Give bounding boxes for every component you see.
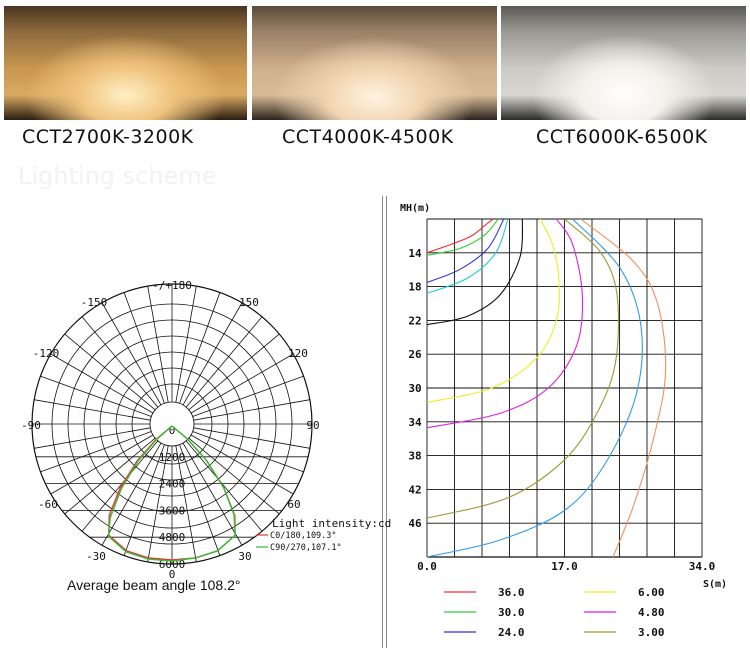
polar-spoke xyxy=(192,375,304,417)
isolux-y-tick: 22 xyxy=(408,314,421,327)
polar-radial-tick: 3600 xyxy=(159,504,186,517)
polar-spoke xyxy=(188,437,280,515)
polar-spoke xyxy=(101,302,162,406)
isolux-y-tick: 26 xyxy=(408,348,422,361)
polar-spoke xyxy=(147,286,169,403)
polar-spoke xyxy=(34,427,151,449)
polar-spoke xyxy=(182,302,243,406)
polar-spoke xyxy=(190,434,294,495)
polar-angle-label: 150 xyxy=(239,296,259,309)
isolux-curve xyxy=(426,218,620,519)
isolux-y-tick: 42 xyxy=(408,483,421,496)
faded-heading: Lighting scheme xyxy=(18,162,217,190)
polar-spoke xyxy=(81,440,159,532)
polar-spoke xyxy=(64,333,156,411)
polar-spoke xyxy=(190,353,294,414)
cct-label-neutral: CCT4000K-4500K xyxy=(282,126,454,148)
polar-radial-tick: 0 xyxy=(169,424,176,437)
polar-radial-tick: 1200 xyxy=(159,451,186,464)
polar-spoke xyxy=(101,442,162,546)
isolux-curve xyxy=(426,218,584,429)
isolux-curve xyxy=(426,218,509,294)
polar-angle-label: 30 xyxy=(238,550,251,563)
isolux-legend-label: 3.00 xyxy=(638,626,665,639)
isolux-x-tick: 0.0 xyxy=(417,560,437,573)
polar-spoke xyxy=(193,399,310,421)
polar-radial-tick: 4800 xyxy=(159,531,186,544)
polar-legend-label: C90/270,107.1° xyxy=(270,543,342,553)
isolux-curve xyxy=(426,218,494,254)
isolux-y-tick: 18 xyxy=(408,281,421,294)
polar-legend-label: C0/180,109.3° xyxy=(270,531,337,541)
isolux-y-tick: 38 xyxy=(408,450,421,463)
polar-spoke xyxy=(64,437,156,515)
swatch-cool xyxy=(501,6,746,120)
panel-divider xyxy=(382,196,387,648)
polar-angle-label: 0 xyxy=(169,568,176,581)
polar-angle-label: -90 xyxy=(21,419,41,432)
polar-angle-label: -60 xyxy=(38,498,58,511)
polar-spoke xyxy=(182,442,243,546)
cct-label-warm: CCT2700K-3200K xyxy=(22,126,194,148)
polar-radial-tick: 2400 xyxy=(159,478,186,491)
isolux-curve xyxy=(426,218,643,558)
polar-angle-label: -30 xyxy=(86,550,106,563)
isolux-y-axis-label: MH(m) xyxy=(400,203,430,214)
isolux-x-tick: 34.0 xyxy=(689,560,716,573)
polar-spoke xyxy=(81,316,159,408)
isolux-y-tick: 14 xyxy=(408,247,422,260)
isolux-legend-label: 6.00 xyxy=(638,586,665,599)
polar-spoke xyxy=(50,353,154,414)
cct-label-cool: CCT6000K-6500K xyxy=(536,126,708,148)
isolux-legend-label: 36.0 xyxy=(498,586,525,599)
isolux-y-tick: 46 xyxy=(408,517,422,530)
polar-spoke xyxy=(40,375,152,417)
polar-spoke xyxy=(179,292,221,404)
isolux-x-axis-label: S(m) xyxy=(703,579,727,590)
beam-angle-caption: Average beam angle 108.2° xyxy=(67,577,241,593)
polar-spoke xyxy=(50,434,154,495)
polar-spoke xyxy=(175,445,197,562)
polar-spoke xyxy=(175,286,197,403)
polar-legend-title: Light intensity:cd xyxy=(272,517,391,530)
isolux-legend-label: 30.0 xyxy=(498,606,525,619)
polar-angle-label: -/+180 xyxy=(152,279,192,292)
polar-angle-label: 60 xyxy=(287,498,300,511)
isolux-curve xyxy=(426,218,499,256)
polar-spoke xyxy=(123,292,165,404)
polar-angle-label: 90 xyxy=(306,419,319,432)
isolux-curve xyxy=(426,218,560,403)
polar-angle-label: -120 xyxy=(33,347,60,360)
swatch-warm xyxy=(4,6,247,120)
isolux-legend-label: 4.80 xyxy=(638,606,665,619)
isolux-curve xyxy=(426,218,505,283)
polar-series-curve xyxy=(107,425,236,562)
isolux-y-tick: 30 xyxy=(408,382,421,395)
polar-angle-label: -150 xyxy=(81,296,108,309)
polar-spoke xyxy=(193,427,310,449)
swatch-neutral xyxy=(252,6,497,120)
polar-angle-label: 120 xyxy=(288,347,308,360)
polar-spoke xyxy=(34,399,151,421)
polar-spoke xyxy=(147,445,169,562)
isolux-legend-label: 24.0 xyxy=(498,626,525,639)
polar-spoke xyxy=(185,316,263,408)
isolux-y-tick: 34 xyxy=(408,416,422,429)
polar-spoke xyxy=(40,431,152,473)
polar-radial-tick: 6000 xyxy=(159,558,186,571)
polar-spoke xyxy=(192,431,304,473)
polar-spoke xyxy=(188,333,280,411)
isolux-curve xyxy=(580,218,667,558)
isolux-curve xyxy=(426,218,524,326)
isolux-x-tick: 17.0 xyxy=(551,560,578,573)
polar-spoke xyxy=(185,440,263,532)
